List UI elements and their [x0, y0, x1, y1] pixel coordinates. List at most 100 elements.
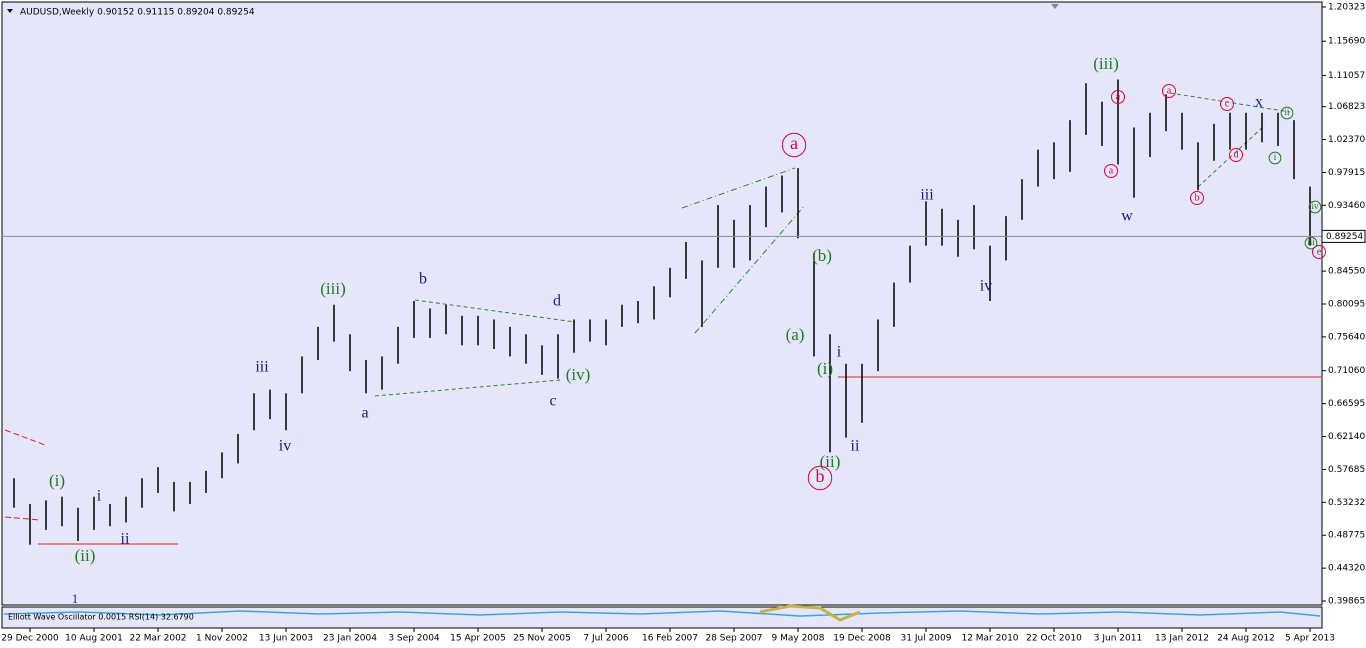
wave-label: iv — [980, 278, 992, 295]
x-tick-label: 31 Jul 2009 — [901, 634, 952, 644]
trendline — [4, 429, 46, 446]
x-tick-label: 5 Apr 2013 — [1285, 634, 1335, 644]
wave-label: (iv) — [566, 365, 591, 384]
oscillator-line — [3, 610, 1321, 617]
wave-label: (ii) — [820, 452, 841, 471]
wave-label: c — [1225, 98, 1230, 109]
x-tick-label: 7 Jul 2006 — [583, 634, 628, 644]
wave-label: iii — [1307, 237, 1315, 247]
plot-area — [1, 1, 1323, 606]
x-tick-label: 13 Jan 2012 — [1155, 634, 1209, 644]
wave-label: iii — [255, 359, 269, 376]
trendline — [1169, 92, 1291, 113]
annotation-circle — [1190, 191, 1204, 205]
wave-label: (i) — [49, 471, 65, 490]
wave-label: a — [790, 133, 798, 153]
wave-label: ii — [121, 531, 130, 548]
y-tick-label: 0.80095 — [1328, 300, 1365, 310]
last-price-box — [1321, 229, 1366, 243]
y-tick-label: 0.48775 — [1328, 531, 1365, 541]
y-tick-label: 0.97915 — [1328, 168, 1365, 178]
x-tick-label: 12 Mar 2010 — [961, 634, 1018, 644]
y-tick-label: 0.71060 — [1328, 366, 1365, 376]
indicator-panel — [1, 606, 1323, 629]
x-tick-label: 10 Aug 2001 — [65, 634, 123, 644]
x-tick-label: 13 Jun 2003 — [259, 634, 313, 644]
wave-label: 1 — [72, 591, 79, 606]
x-tick-label: 24 Aug 2012 — [1217, 634, 1275, 644]
annotation-circle — [1162, 84, 1176, 98]
wave-label: (iii) — [1093, 54, 1119, 73]
wave-label: i — [1274, 152, 1277, 162]
y-tick-label: 0.39865 — [1328, 597, 1365, 607]
wave-label: iv — [279, 438, 291, 455]
wave-label: (ii) — [75, 546, 96, 565]
x-tick-label: 1 Nov 2002 — [196, 634, 248, 644]
wave-label: a — [1167, 85, 1172, 96]
y-tick-label: 0.84550 — [1328, 267, 1365, 277]
wave-label: (b) — [812, 246, 832, 265]
y-tick-label: 1.11057 — [1328, 71, 1365, 81]
wave-label: (iii) — [320, 279, 346, 298]
annotation-circle — [1268, 151, 1282, 165]
y-tick-label: 0.75640 — [1328, 332, 1365, 342]
wave-label: c — [549, 393, 556, 410]
x-tick-label: 3 Jun 2011 — [1094, 634, 1142, 644]
x-tick-label: 9 May 2008 — [772, 634, 825, 644]
annotation-circle — [781, 132, 807, 158]
trendline — [4, 516, 41, 521]
x-tick-label: 23 Jan 2004 — [323, 634, 377, 644]
y-tick-label: 0.62140 — [1328, 432, 1365, 442]
x-tick-label: 25 Nov 2005 — [513, 634, 571, 644]
annotation-circle — [1229, 148, 1243, 162]
y-tick-label: 0.57685 — [1328, 465, 1365, 475]
y-tick-label: 0.44320 — [1328, 564, 1365, 574]
wave-label: i — [97, 488, 102, 505]
wave-label: ii — [1284, 107, 1290, 117]
wave-label: ii — [851, 438, 860, 455]
y-tick-label: 0.53232 — [1328, 498, 1365, 508]
x-tick-label: 22 Oct 2010 — [1026, 634, 1082, 644]
annotation-circle — [1104, 164, 1118, 178]
wave-label: d — [1234, 149, 1239, 160]
wave-label: w — [1121, 208, 1133, 225]
wave-label: e — [1317, 246, 1322, 257]
annotation-circle — [1308, 200, 1322, 214]
chart-title: AUDUSD,Weekly 0.90152 0.91115 0.89204 0.… — [20, 8, 255, 18]
annotation-circle — [1312, 245, 1326, 259]
wave-label: a — [1116, 91, 1121, 102]
x-tick-label: 19 Dec 2008 — [833, 634, 891, 644]
trendline — [1197, 124, 1266, 188]
last-price-label: 0.89254 — [1326, 232, 1363, 242]
wave-label: a — [1109, 165, 1114, 176]
wave-label: b — [419, 271, 427, 288]
wave-label: i — [837, 344, 842, 361]
trendline — [694, 204, 806, 334]
annotation-circle — [1280, 106, 1294, 120]
menu-triangle — [7, 9, 13, 13]
wave-label: d — [553, 293, 561, 310]
y-tick-label: 0.66595 — [1328, 399, 1365, 409]
x-tick-label: 22 Mar 2002 — [129, 634, 186, 644]
x-tick-label: 3 Sep 2004 — [388, 634, 440, 644]
wave-label: a — [361, 405, 368, 422]
indicator-label: Elliott Wave Oscillator 0.0015 RSI(14) 3… — [8, 613, 194, 622]
annotation-circle — [1111, 90, 1125, 104]
trendline — [374, 379, 561, 397]
wave-label: b — [1195, 192, 1200, 203]
annotation-circle — [1304, 236, 1318, 250]
shift-marker — [1051, 4, 1059, 9]
wave-label: x — [1255, 94, 1263, 111]
wave-label: (a) — [786, 325, 805, 344]
wave-label: (i) — [817, 359, 833, 378]
annotation-circle — [807, 465, 833, 491]
y-tick-label: 1.02370 — [1328, 135, 1365, 145]
y-tick-label: 1.20323 — [1328, 2, 1365, 12]
y-tick-label: 1.06823 — [1328, 102, 1365, 112]
x-tick-label: 29 Dec 2000 — [1, 634, 59, 644]
trendlines — [4, 92, 1322, 545]
wave-label: iii — [920, 187, 934, 204]
y-tick-label: 0.93460 — [1328, 201, 1365, 211]
trendline — [414, 299, 576, 323]
